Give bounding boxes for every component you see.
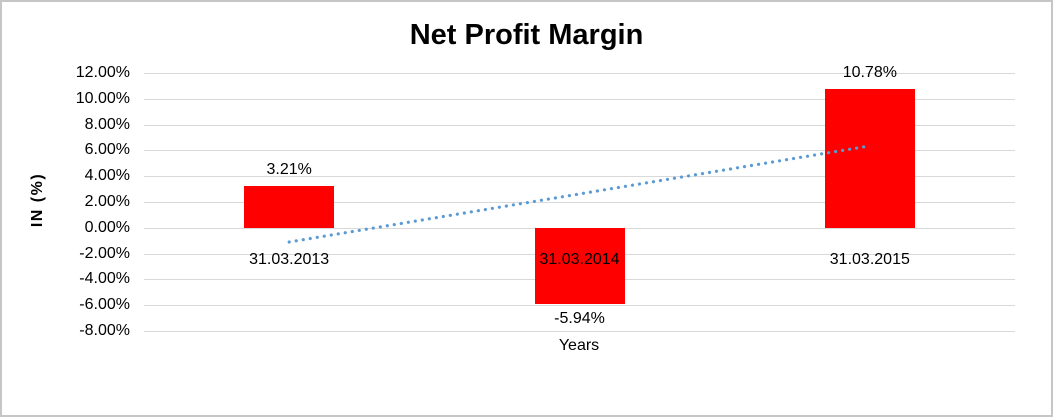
y-tick-label: 0.00% [84, 218, 130, 236]
y-tick-label: 2.00% [84, 193, 130, 210]
gridline [144, 98, 1015, 100]
y-tick-label: -6.00% [79, 296, 130, 314]
bar-data-label: 10.78% [842, 63, 897, 81]
gridline [144, 202, 1015, 203]
y-tick-label: -4.00% [79, 270, 130, 288]
bar-31.03.2013 [244, 186, 335, 228]
y-tick-label: 6.00% [84, 141, 130, 159]
y-axis-title: IN (%) [29, 172, 46, 228]
y-tick-label: 4.00% [84, 167, 130, 185]
y-tick-label: 8.00% [84, 115, 130, 133]
bar-31.03.2015 [824, 88, 915, 228]
category-label: 31.03.2015 [829, 250, 910, 268]
plot-area: 12.00% 10.00% 8.00% 6.00% 4.00% 2.00% 0.00% -2.… [76, 64, 1015, 339]
bar-data-label: -5.94% [554, 310, 605, 328]
bar-data-label: 3.21% [266, 161, 312, 179]
gridline [144, 305, 1015, 307]
y-tick-label: -2.00% [79, 244, 130, 262]
y-tick-label: 10.00% [75, 89, 130, 107]
gridline [144, 124, 1015, 126]
gridline [144, 150, 1015, 152]
gridline [144, 73, 1015, 74]
trendline [287, 144, 872, 244]
gridline [144, 176, 1015, 178]
y-tick-label: -8.00% [79, 322, 130, 339]
category-label: 31.03.2013 [249, 250, 330, 268]
x-axis-title: Years [558, 337, 600, 354]
gridline [144, 331, 1015, 332]
chart-title: Net Profit Margin [409, 19, 644, 51]
category-label: 31.03.2014 [539, 250, 620, 268]
bar-31.03.2014 [534, 227, 625, 305]
y-tick-label: 12.00% [75, 64, 130, 81]
